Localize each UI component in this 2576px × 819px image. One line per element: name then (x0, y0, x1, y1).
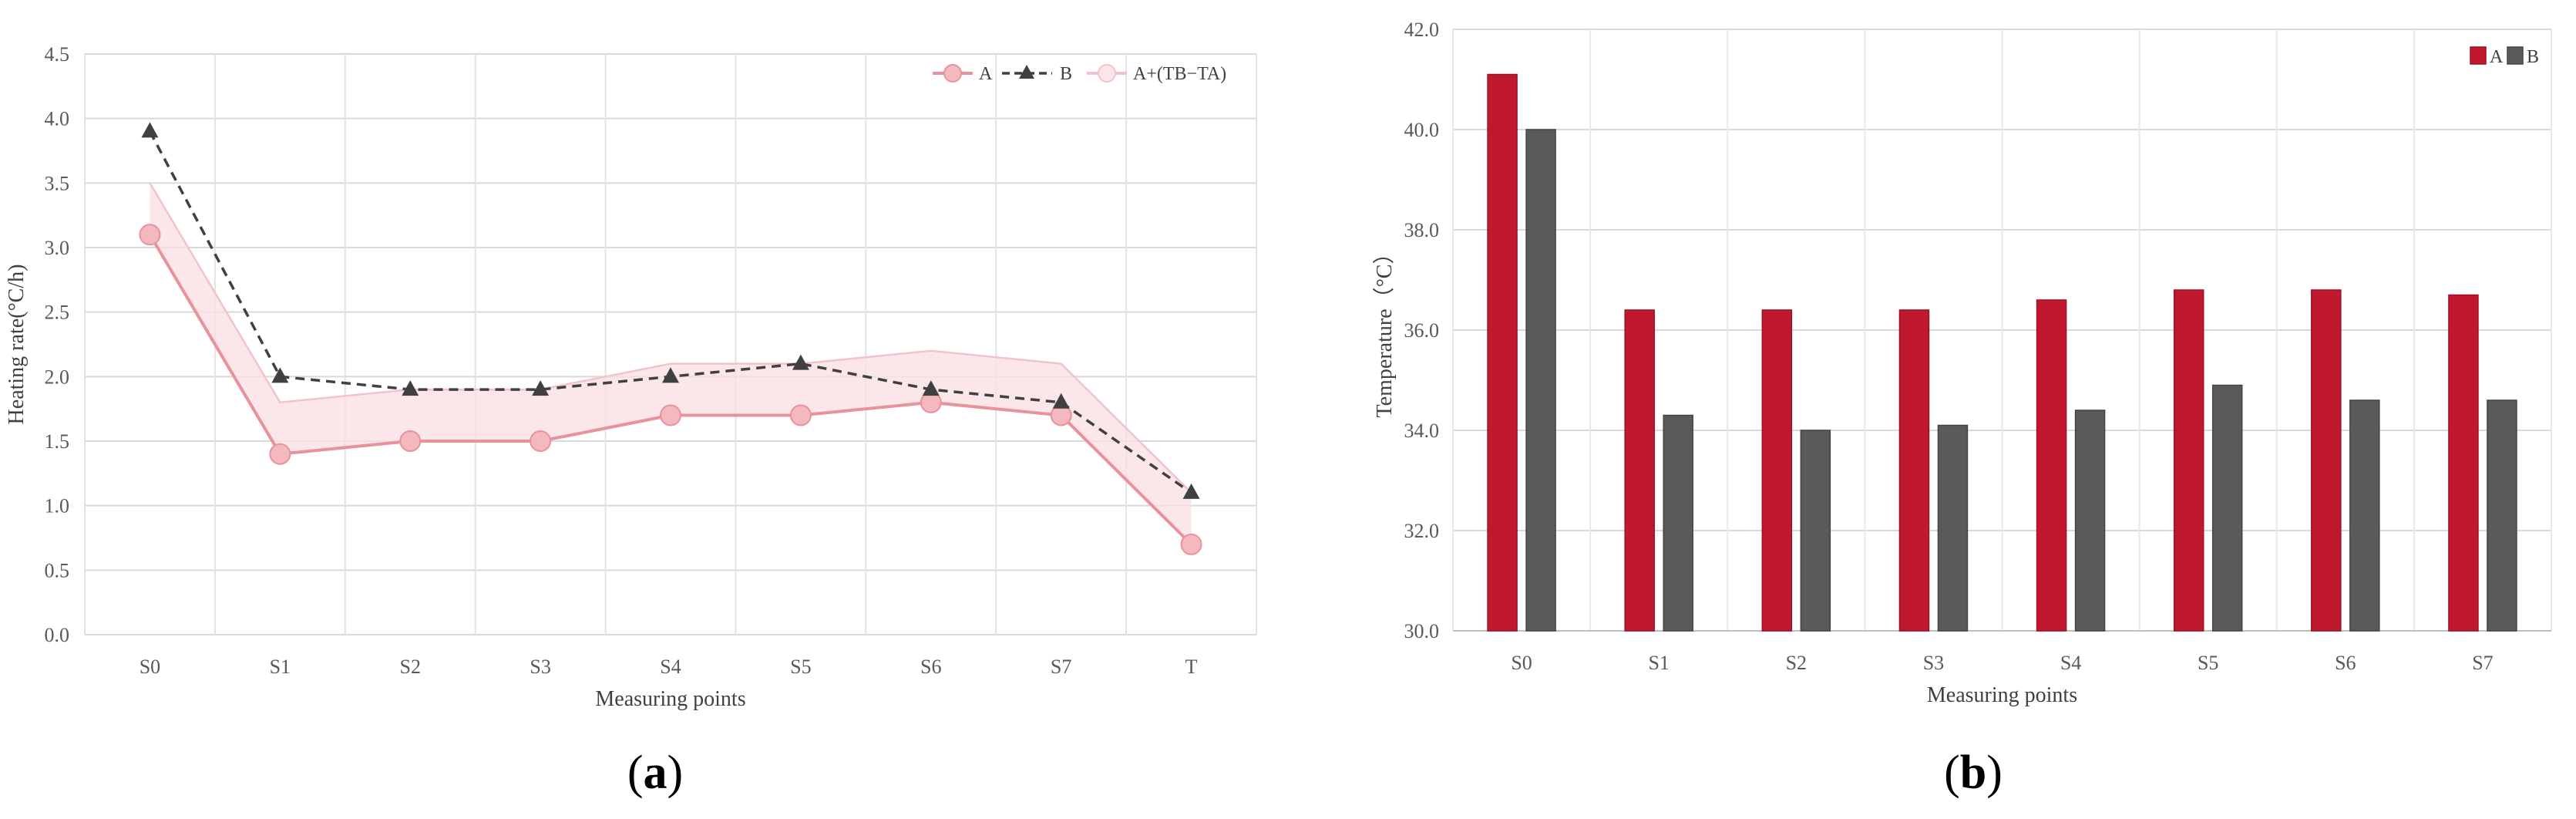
legend-a-swatch (2470, 46, 2487, 65)
x-axis-title: Measuring points (1927, 683, 2077, 707)
x-tick-label: S2 (399, 656, 420, 678)
series-a-point (660, 404, 681, 426)
series-b-point (662, 367, 679, 383)
bar-b (1663, 414, 1693, 632)
temperature-chart: 30.0 32.0 34.0 36.0 38.0 40.0 42.0 S0 S1 S2 S3 S4 S5… (1310, 0, 2576, 819)
x-tick-label: S5 (790, 656, 811, 678)
series-a-point (530, 430, 552, 452)
heating-rate-chart: 0.0 0.5 1.0 1.5 2.0 2.5 3.0 3.5 4.0 4.5 S0 S1 S2 S3 S4… (5, 43, 1257, 799)
series-a-point (399, 430, 422, 452)
x-tick-label: S7 (1051, 656, 1071, 678)
legend-a-label: A (2490, 47, 2504, 67)
series-a-point (139, 224, 161, 246)
y-tick-label: 4.0 (45, 108, 70, 130)
bar-a (1898, 309, 1930, 632)
x-tick-label: S3 (530, 656, 550, 678)
panel-label-b-letter: b (1960, 747, 1986, 799)
series-b-point (1182, 483, 1200, 499)
legend-b-label: B (2527, 47, 2539, 67)
band-upper-line (149, 182, 1192, 494)
x-tick-label: S4 (2060, 652, 2081, 674)
y-tick-label: 3.5 (45, 172, 70, 194)
band-area (150, 183, 1192, 544)
series-b-point (1052, 393, 1070, 409)
bar-a (2036, 299, 2067, 632)
y-tick-label: 30.0 (1404, 620, 1440, 642)
x-axis-title: Measuring points (595, 687, 745, 711)
bar-b (1800, 430, 1831, 632)
bar-a (1624, 309, 1655, 632)
x-tick-label: S5 (2198, 652, 2218, 674)
legend-band-label: A+(TB−TA) (1133, 64, 1226, 84)
legend-b-swatch (2507, 46, 2524, 65)
series-a-point (269, 443, 291, 465)
bar-a (2311, 289, 2342, 632)
y-tick-label: 34.0 (1404, 420, 1440, 442)
series-b-point (532, 380, 550, 396)
y-tick-label: 0.5 (45, 559, 70, 581)
y-tick-label: 1.0 (45, 495, 70, 517)
x-tick-label: S6 (2335, 652, 2356, 674)
bar-a (2173, 289, 2204, 632)
x-tick-label: S0 (140, 656, 160, 678)
x-tick-label: S2 (1786, 652, 1807, 674)
panel-label-b: (b) (1944, 747, 2003, 799)
y-tick-label: 2.0 (45, 366, 70, 388)
series-b-point (792, 354, 809, 370)
series-b-point (402, 380, 419, 396)
y-tick-label: 4.5 (45, 43, 70, 66)
x-tick-label: T (1185, 656, 1198, 678)
bar-b (2211, 384, 2243, 632)
bar-b (1937, 424, 1969, 632)
x-tick-label: S3 (1923, 652, 1944, 674)
y-tick-label: 38.0 (1404, 219, 1440, 241)
series-b-point (271, 367, 289, 383)
x-tick-label: S7 (2472, 652, 2493, 674)
y-tick-label: 1.5 (45, 430, 70, 453)
y-tick-label: 32.0 (1404, 520, 1440, 542)
x-tick-label: S1 (270, 656, 291, 678)
legend-a-marker (943, 64, 962, 83)
y-tick-label: 42.0 (1404, 19, 1440, 41)
temperature-chart-svg: 30.0 32.0 34.0 36.0 38.0 40.0 42.0 S0 S1 S2 S3 S4 S5… (1372, 19, 2552, 799)
bar-a (1487, 73, 1518, 632)
legend-b-label: B (1060, 64, 1072, 84)
panel-label-a: (a) (627, 747, 683, 799)
x-tick-label: S1 (1648, 652, 1669, 674)
bar-a (1761, 309, 1793, 632)
bar-b (2487, 399, 2517, 632)
legend-b-marker (1019, 65, 1034, 79)
series-a-point (1180, 533, 1202, 555)
x-tick-label: S6 (920, 656, 941, 678)
y-tick-label: 40.0 (1404, 119, 1440, 141)
y-axis-title: Heating rate(°C/h) (5, 265, 29, 425)
y-tick-label: 36.0 (1404, 319, 1440, 342)
bar-b (2074, 410, 2106, 632)
heating-rate-chart-svg: 0.0 0.5 1.0 1.5 2.0 2.5 3.0 3.5 4.0 4.5 S0 S1 S2 S3 S4… (5, 43, 1257, 799)
series-b-point (922, 380, 940, 396)
y-tick-label: 3.0 (45, 237, 70, 259)
y-tick-label: 0.0 (45, 624, 70, 646)
bar-b (2349, 399, 2380, 632)
series-a-point (789, 404, 812, 426)
x-tick-label: S0 (1511, 652, 1532, 674)
y-tick-label: 2.5 (45, 302, 70, 324)
panel-label-a-letter: a (644, 747, 668, 799)
bar-a (2448, 294, 2479, 632)
y-axis-title: Temperature（°C） (1372, 243, 1397, 418)
x-tick-label: S4 (660, 656, 681, 678)
legend-a-label: A (979, 64, 993, 84)
series-b-point (141, 122, 159, 138)
legend-band-marker (1098, 64, 1116, 83)
bar-b (1525, 129, 1556, 632)
